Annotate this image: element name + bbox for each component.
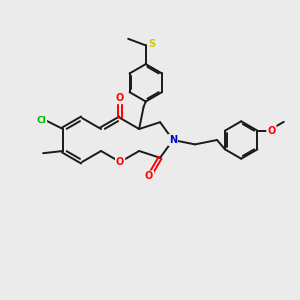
Text: S: S: [148, 39, 155, 50]
Text: O: O: [145, 172, 153, 182]
Text: O: O: [267, 126, 275, 136]
Text: N: N: [169, 135, 177, 145]
Text: Cl: Cl: [37, 116, 46, 125]
Text: O: O: [116, 93, 124, 103]
Text: O: O: [116, 157, 124, 167]
